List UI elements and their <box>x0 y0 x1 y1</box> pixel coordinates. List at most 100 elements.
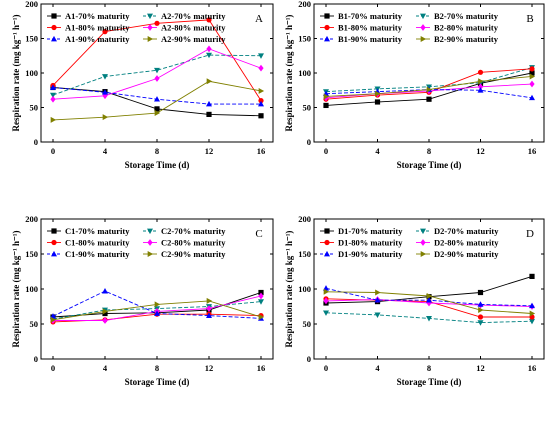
legend-marker <box>51 239 57 246</box>
data-point <box>154 67 160 74</box>
legend-label: B1-90% maturity <box>338 34 403 44</box>
panel-a: 0 50 100 150 200 0 4 8 12 16 Storage Time (d) Respi… <box>11 0 274 170</box>
x-axis-label: Storage Time (d) <box>125 160 190 170</box>
legend-label: A2-90% maturity <box>161 34 226 44</box>
data-point <box>154 106 160 112</box>
legend-item: D2-80% maturity <box>416 238 499 248</box>
y-tick-label: 0 <box>307 137 311 147</box>
data-point <box>102 114 109 121</box>
data-point <box>258 100 264 107</box>
data-point <box>374 99 381 105</box>
data-point <box>529 318 535 325</box>
legend-label: D2-90% maturity <box>434 249 499 259</box>
panel-letter: B <box>526 13 533 25</box>
y-axis-label: Respiration rate (mg kg⁻¹ h⁻¹) <box>284 15 294 132</box>
legend-item: A1-90% maturity <box>47 34 130 44</box>
legend-label: C2-90% maturity <box>161 249 226 259</box>
series-line <box>52 54 262 96</box>
y-axis-label: Respiration rate (mg kg⁻¹ h⁻¹) <box>11 231 21 348</box>
data-point <box>477 314 484 320</box>
legend-item: B2-70% maturity <box>416 11 499 21</box>
x-tick-label: 4 <box>103 363 108 373</box>
y-tick-label: 50 <box>30 103 39 113</box>
panel-letter: D <box>526 228 534 240</box>
legend-marker <box>324 228 330 234</box>
data-point <box>529 73 536 80</box>
data-point <box>477 301 484 307</box>
legend-item: D1-70% maturity <box>320 226 403 236</box>
data-point <box>375 90 381 97</box>
legend-marker <box>147 251 154 257</box>
data-point <box>529 302 535 309</box>
data-point <box>258 87 265 94</box>
data-point <box>206 111 212 117</box>
legend-label: D1-90% maturity <box>338 249 403 259</box>
y-tick-label: 200 <box>25 214 38 224</box>
data-point <box>426 86 433 93</box>
data-point <box>529 94 535 101</box>
data-point <box>529 310 536 317</box>
data-point <box>375 289 381 296</box>
legend-marker <box>51 250 57 257</box>
y-tick-label: 150 <box>298 34 311 44</box>
legend-label: D1-80% maturity <box>338 238 403 248</box>
legend-marker <box>147 24 153 31</box>
data-point <box>206 78 213 85</box>
legend-item: A1-80% maturity <box>47 23 130 33</box>
data-point <box>154 20 160 26</box>
data-point <box>477 83 484 91</box>
data-point <box>206 17 212 23</box>
x-tick-label: 4 <box>375 363 380 373</box>
data-point <box>102 92 108 100</box>
data-point <box>529 66 535 72</box>
data-point <box>477 69 484 75</box>
data-point <box>102 89 108 95</box>
legend-marker <box>51 35 57 42</box>
legend-item: B2-80% maturity <box>416 23 499 33</box>
x-tick-label: 0 <box>51 146 55 156</box>
data-point <box>374 297 381 303</box>
legend-marker <box>51 228 57 234</box>
legend-marker <box>147 239 153 246</box>
legend-marker <box>324 239 330 246</box>
legend-marker <box>324 24 330 31</box>
y-tick-label: 0 <box>34 137 38 147</box>
legend-marker <box>147 13 153 20</box>
legend-item: C1-80% maturity <box>47 238 130 248</box>
legend-label: A2-80% maturity <box>161 23 226 33</box>
data-point <box>154 301 161 308</box>
y-tick-label: 50 <box>303 103 312 113</box>
data-point <box>323 297 329 305</box>
data-point <box>477 289 484 296</box>
x-tick-label: 16 <box>257 146 266 156</box>
data-point <box>102 29 108 35</box>
legend-b: B1-70% maturity B2-70% maturity B1-80% mat… <box>320 11 499 44</box>
data-point <box>206 100 212 107</box>
x-tick-label: 12 <box>476 146 485 156</box>
x-tick-label: 12 <box>205 363 214 373</box>
x-tick-label: 16 <box>528 363 537 373</box>
x-tick-label: 12 <box>205 146 214 156</box>
legend-item: C2-70% maturity <box>143 226 226 236</box>
legend-marker <box>147 228 153 235</box>
y-tick-label: 150 <box>25 34 38 44</box>
x-tick-label: 12 <box>476 363 485 373</box>
panel-c: 0 50 100 150 200 0 4 8 12 16 Storage Time (d) Respi… <box>11 214 274 387</box>
series-A2-90% maturity <box>50 78 265 123</box>
data-point <box>258 53 264 59</box>
data-point <box>478 307 484 313</box>
legend-label: C1-70% maturity <box>65 226 130 236</box>
panel-letter: A <box>255 13 263 25</box>
data-point <box>426 293 433 299</box>
data-point <box>323 310 329 316</box>
legend-item: D2-90% maturity <box>416 249 499 259</box>
data-point <box>529 80 535 88</box>
legend-marker <box>420 24 426 31</box>
data-point <box>206 297 213 304</box>
x-tick-label: 0 <box>324 146 328 156</box>
y-tick-label: 100 <box>25 284 38 294</box>
series-D2-90% maturity <box>323 288 536 317</box>
legend-marker <box>147 36 154 42</box>
y-tick-label: 150 <box>25 249 38 259</box>
